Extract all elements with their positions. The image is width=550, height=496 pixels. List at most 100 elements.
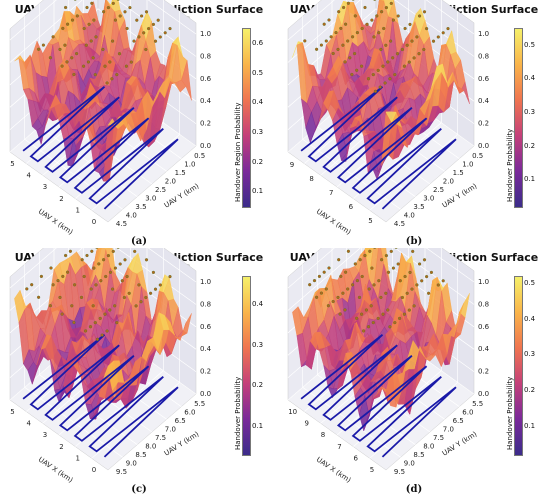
z-tick-label: 0.0	[200, 390, 211, 398]
predicted-handover-points	[308, 248, 445, 333]
handover-marker	[373, 248, 377, 249]
handover-marker	[137, 283, 141, 287]
handover-marker	[366, 77, 371, 81]
handover-marker	[331, 51, 335, 56]
x-tick-label: 4	[27, 172, 32, 180]
handover-marker	[366, 325, 371, 329]
handover-marker	[396, 14, 400, 18]
panel-label: (b)	[405, 236, 423, 247]
handover-marker	[364, 308, 368, 312]
handover-marker	[425, 27, 429, 31]
handover-marker	[393, 320, 397, 325]
handover-marker	[379, 295, 383, 299]
y-tick-label: 2.5	[155, 186, 166, 194]
handover-marker	[400, 295, 404, 300]
handover-marker	[415, 35, 419, 39]
handover-marker	[376, 316, 380, 320]
handover-marker	[115, 320, 119, 325]
handover-marker	[393, 72, 397, 77]
handover-marker	[379, 47, 383, 51]
x-tick-label: 9	[290, 161, 294, 169]
handover-marker	[405, 43, 409, 47]
handover-marker	[36, 47, 41, 51]
handover-marker	[158, 35, 162, 39]
panel-label: (d)	[405, 484, 423, 495]
handover-marker	[417, 52, 421, 56]
handover-marker	[91, 56, 95, 60]
z-tick-label: 1.0	[478, 278, 489, 286]
x-tick-label: 5	[370, 466, 374, 474]
x-tick-label: 5	[10, 408, 14, 416]
y-tick-label: 9.5	[116, 468, 127, 476]
handover-marker	[376, 68, 380, 72]
handover-marker	[79, 295, 84, 299]
colorbar-tick-label: 0.2	[524, 141, 536, 150]
handover-marker	[151, 270, 155, 274]
handover-marker	[125, 26, 129, 31]
x-axis-label: UAV X (km)	[37, 456, 75, 485]
handover-marker	[388, 39, 393, 43]
handover-marker	[326, 304, 330, 308]
handover-marker	[110, 287, 115, 291]
handover-marker	[346, 1, 350, 5]
handover-marker	[373, 89, 377, 93]
panel-label: (c)	[131, 484, 147, 495]
handover-marker	[405, 291, 409, 295]
handover-marker	[370, 18, 374, 22]
uav-path	[22, 86, 179, 210]
handover-marker	[99, 279, 103, 283]
handover-marker	[49, 266, 53, 270]
handover-marker	[89, 39, 93, 43]
y-tick-label: 4.0	[126, 211, 137, 219]
handover-marker	[75, 14, 79, 18]
handover-marker	[324, 39, 328, 43]
handover-marker	[65, 60, 69, 64]
y-tick-label: 1.5	[175, 169, 186, 177]
handover-marker	[346, 249, 350, 253]
y-tick-label: 3.5	[413, 203, 424, 211]
y-tick-label: 2.5	[433, 186, 444, 194]
handover-marker	[101, 258, 106, 262]
handover-marker	[93, 320, 97, 325]
colorbar-tick-label: 0.5	[524, 40, 536, 49]
z-tick-label: 0.0	[478, 390, 489, 398]
handover-marker	[410, 287, 414, 291]
handover-marker	[48, 304, 52, 308]
handover-marker	[369, 304, 373, 308]
handover-marker	[418, 262, 422, 266]
handover-marker	[30, 283, 34, 287]
x-tick-label: 1	[76, 455, 80, 463]
handover-marker	[139, 300, 143, 304]
handover-marker	[389, 1, 393, 5]
z-tick-label: 0.4	[200, 97, 212, 105]
handover-marker	[441, 279, 445, 283]
handover-marker	[408, 270, 412, 274]
z-tick-label: 0.8	[478, 52, 489, 60]
handover-marker	[70, 56, 74, 60]
handover-marker	[346, 39, 350, 43]
colorbar	[242, 28, 251, 208]
z-tick-label: 0.2	[200, 120, 211, 128]
handover-marker	[94, 35, 98, 39]
handover-marker	[377, 31, 381, 35]
handover-marker	[317, 274, 321, 278]
handover-marker	[407, 308, 411, 312]
handover-marker	[104, 274, 108, 279]
y-tick-label: 8.0	[145, 442, 156, 450]
handover-marker	[353, 14, 357, 18]
handover-marker	[308, 283, 312, 287]
handover-marker	[372, 283, 376, 287]
handover-marker	[386, 308, 390, 312]
handover-marker	[418, 14, 422, 18]
uav-path-line	[300, 86, 457, 210]
handover-marker	[363, 5, 367, 10]
z-tick-label: 0.0	[200, 142, 211, 150]
y-tick-label: 4.5	[116, 220, 127, 228]
x-tick-label: 3	[43, 183, 47, 191]
colorbar-ticks: 0.1 0.2 0.3 0.4	[252, 276, 278, 454]
handover-marker	[379, 258, 384, 262]
handover-marker	[58, 47, 62, 51]
handover-marker	[73, 0, 77, 1]
colorbar-tick-label: 0.4	[524, 74, 536, 83]
